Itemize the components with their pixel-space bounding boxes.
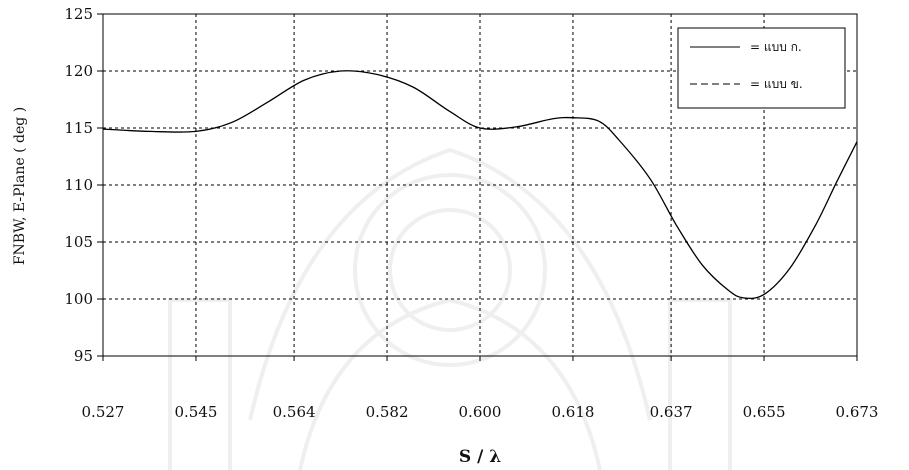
legend-label-series-1: = แบบ ก. <box>750 40 802 54</box>
x-tick-label: 0.618 <box>551 403 594 421</box>
x-tick-label: 0.545 <box>174 403 217 421</box>
x-axis: 0.527 0.545 0.564 0.582 0.600 0.618 0.637 0.655… <box>82 356 879 421</box>
x-tick-label: 0.527 <box>82 403 125 421</box>
x-tick-label: 0.582 <box>366 403 409 421</box>
y-tick-label: 120 <box>64 62 93 80</box>
university-seal-watermark <box>168 147 732 470</box>
series-group <box>102 70 858 300</box>
x-tick-label: 0.564 <box>273 403 316 421</box>
y-tick-label: 105 <box>64 233 93 251</box>
x-tick-label: 0.600 <box>459 403 502 421</box>
x-tick-label: 0.673 <box>836 403 879 421</box>
x-tick-label: 0.637 <box>650 403 693 421</box>
y-tick-label: 125 <box>64 5 93 23</box>
y-tick-label: 100 <box>64 290 93 308</box>
legend-box <box>677 27 846 109</box>
y-axis: 125 120 115 110 105 100 95 <box>64 5 103 365</box>
y-tick-label: 95 <box>74 347 93 365</box>
legend: = แบบ ก. = แบบ ข. <box>677 27 846 109</box>
legend-label-series-2: = แบบ ข. <box>750 77 803 91</box>
y-tick-label: 110 <box>64 176 93 194</box>
y-axis-title: FNBW, E-Plane ( deg ) <box>12 107 28 265</box>
series-line-1 <box>102 70 858 300</box>
y-tick-label: 115 <box>64 119 93 137</box>
x-tick-label: 0.655 <box>743 403 786 421</box>
x-axis-title: S / λ <box>459 447 501 467</box>
